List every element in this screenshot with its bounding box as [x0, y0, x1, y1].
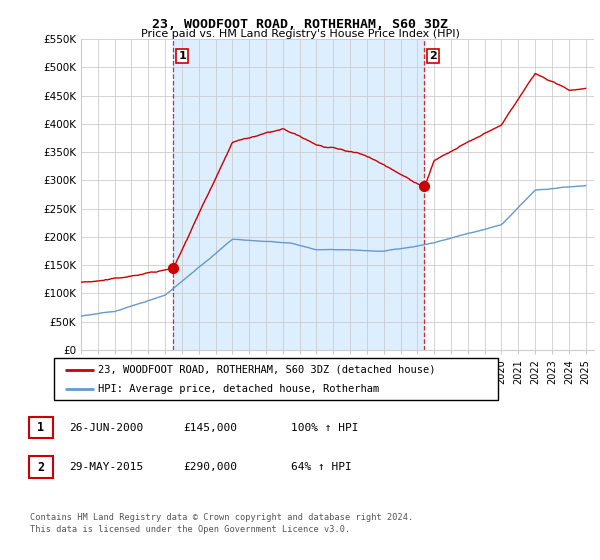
Text: 23, WOODFOOT ROAD, ROTHERHAM, S60 3DZ (detached house): 23, WOODFOOT ROAD, ROTHERHAM, S60 3DZ (d… — [98, 365, 436, 375]
Text: This data is licensed under the Open Government Licence v3.0.: This data is licensed under the Open Gov… — [30, 525, 350, 534]
Text: £145,000: £145,000 — [183, 423, 237, 433]
Text: £290,000: £290,000 — [183, 462, 237, 472]
Text: 1: 1 — [178, 51, 186, 61]
Text: 2: 2 — [37, 460, 44, 474]
Text: 100% ↑ HPI: 100% ↑ HPI — [291, 423, 359, 433]
Bar — [173, 39, 424, 350]
Text: Price paid vs. HM Land Registry's House Price Index (HPI): Price paid vs. HM Land Registry's House … — [140, 29, 460, 39]
Text: 26-JUN-2000: 26-JUN-2000 — [69, 423, 143, 433]
Text: 23, WOODFOOT ROAD, ROTHERHAM, S60 3DZ: 23, WOODFOOT ROAD, ROTHERHAM, S60 3DZ — [152, 18, 448, 31]
Text: 29-MAY-2015: 29-MAY-2015 — [69, 462, 143, 472]
Text: HPI: Average price, detached house, Rotherham: HPI: Average price, detached house, Roth… — [98, 384, 380, 394]
Text: Contains HM Land Registry data © Crown copyright and database right 2024.: Contains HM Land Registry data © Crown c… — [30, 514, 413, 522]
Text: 2: 2 — [430, 51, 437, 61]
Text: 1: 1 — [37, 421, 44, 435]
Text: 64% ↑ HPI: 64% ↑ HPI — [291, 462, 352, 472]
